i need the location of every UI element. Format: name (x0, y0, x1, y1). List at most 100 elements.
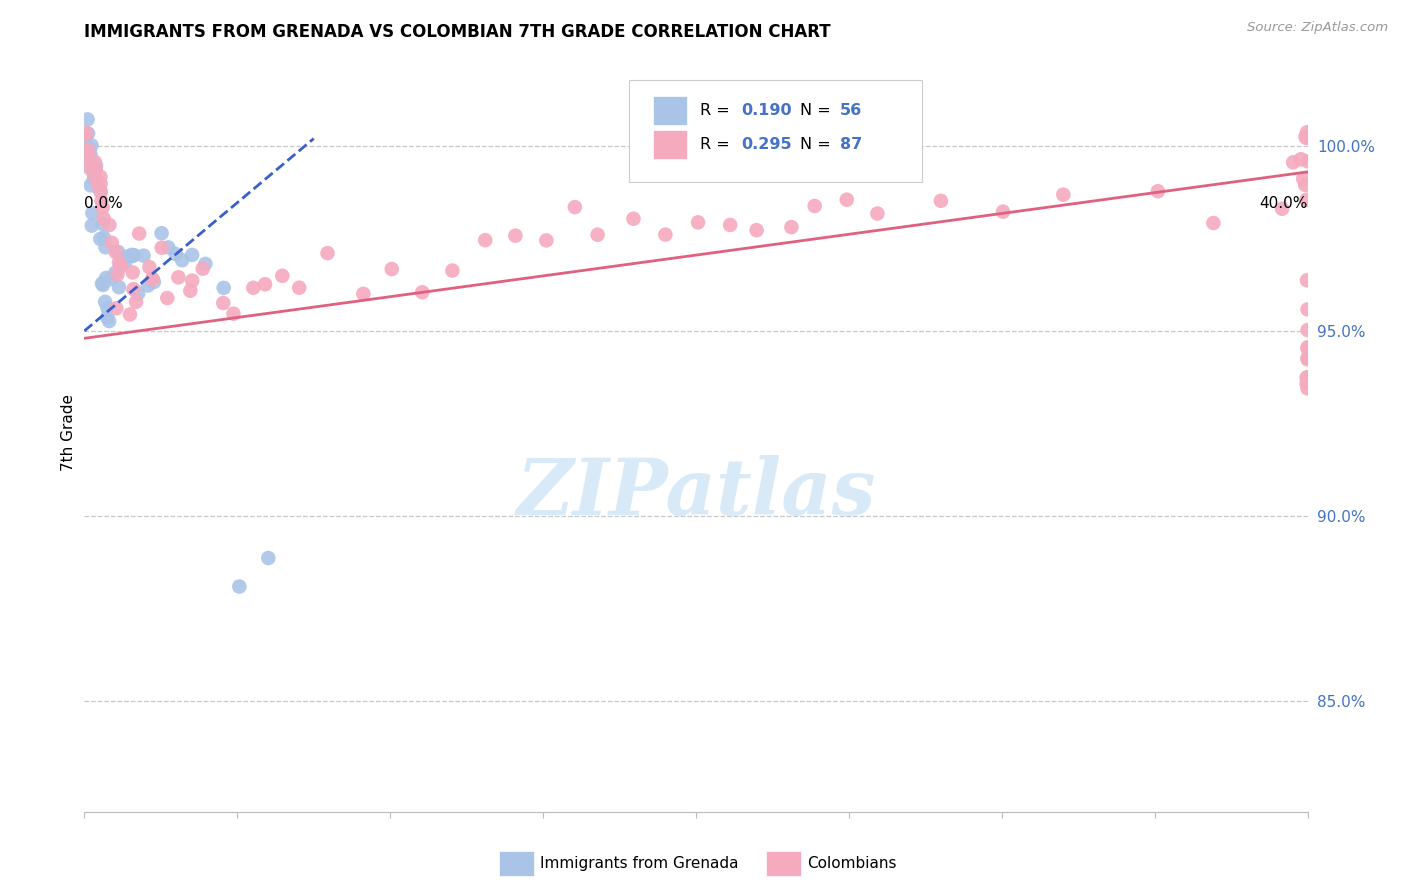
Point (82, 166, 104, 180)
Point (136, 278, 159, 293)
Point (121, 249, 143, 263)
Point (98, 314, 121, 328)
Point (83, 155, 105, 169)
Point (1052, 187, 1074, 202)
Point (780, 220, 803, 235)
Y-axis label: 7th Grade: 7th Grade (60, 394, 76, 471)
Point (104, 266, 127, 280)
Point (1296, 342, 1319, 356)
Point (352, 286, 374, 301)
Point (79, 153, 101, 167)
Point (79, 147, 101, 161)
Point (90, 185, 112, 199)
Point (156, 291, 179, 305)
Point (89, 184, 111, 198)
Point (108, 255, 131, 269)
Text: ZIPatlas: ZIPatlas (516, 455, 876, 532)
Point (122, 248, 145, 262)
Text: R =: R = (700, 103, 734, 118)
Point (179, 284, 201, 298)
Point (76, 126, 98, 140)
Point (1295, 370, 1317, 384)
Point (212, 281, 235, 295)
Point (181, 274, 204, 288)
Point (718, 218, 741, 232)
Point (80, 138, 103, 153)
Point (1295, 131, 1317, 145)
Point (96, 310, 118, 325)
Point (167, 270, 190, 285)
Point (257, 551, 280, 566)
Point (1296, 370, 1319, 384)
Point (125, 294, 148, 309)
Point (835, 193, 858, 207)
Point (1296, 273, 1319, 287)
Point (132, 249, 155, 263)
Point (1271, 202, 1294, 216)
Point (77, 158, 100, 172)
Point (242, 281, 264, 295)
Point (73, 127, 96, 141)
Point (1295, 193, 1317, 207)
Point (83, 163, 105, 178)
Point (1296, 154, 1319, 169)
Point (536, 233, 558, 247)
Point (142, 272, 165, 286)
Point (441, 263, 464, 277)
Point (121, 248, 143, 262)
FancyBboxPatch shape (628, 80, 922, 183)
Point (77, 160, 100, 174)
Text: Source: ZipAtlas.com: Source: ZipAtlas.com (1247, 21, 1388, 34)
Point (138, 260, 160, 274)
Point (91, 277, 114, 291)
Point (1292, 172, 1315, 186)
Point (82, 206, 104, 220)
Text: 56: 56 (841, 103, 862, 118)
Point (411, 285, 433, 300)
Point (93, 230, 115, 244)
Point (83, 167, 105, 181)
Text: 87: 87 (841, 137, 862, 152)
Point (76, 112, 98, 127)
Point (94, 271, 117, 285)
Point (100, 235, 122, 250)
Point (110, 258, 132, 272)
Point (181, 248, 204, 262)
Point (76, 143, 98, 157)
Point (1147, 184, 1170, 198)
Point (654, 227, 676, 242)
Point (84, 162, 107, 177)
Point (228, 580, 250, 594)
Point (157, 240, 180, 254)
Point (77, 127, 100, 141)
Point (110, 260, 132, 274)
Point (107, 245, 129, 260)
Text: 0.0%: 0.0% (84, 196, 124, 211)
Point (1296, 352, 1319, 367)
Bar (654, 130, 688, 159)
Point (474, 233, 496, 247)
Point (91, 201, 114, 215)
Point (1202, 216, 1225, 230)
Text: 40.0%: 40.0% (1260, 196, 1308, 211)
Point (77, 142, 100, 156)
Text: 0.295: 0.295 (741, 137, 792, 152)
Point (89, 232, 111, 246)
Point (991, 204, 1014, 219)
Point (89, 169, 111, 184)
Point (80, 219, 103, 233)
Point (75, 145, 97, 159)
Text: IMMIGRANTS FROM GRENADA VS COLOMBIAN 7TH GRADE CORRELATION CHART: IMMIGRANTS FROM GRENADA VS COLOMBIAN 7TH… (84, 23, 831, 41)
Point (586, 227, 609, 242)
Point (1296, 351, 1319, 365)
Point (623, 211, 645, 226)
Point (108, 280, 131, 294)
Point (1294, 178, 1316, 192)
Point (73, 140, 96, 154)
Point (96, 301, 118, 315)
Point (93, 211, 115, 226)
Text: 0.190: 0.190 (741, 103, 792, 118)
Point (929, 194, 952, 208)
Point (194, 257, 217, 271)
Text: N =: N = (800, 137, 835, 152)
